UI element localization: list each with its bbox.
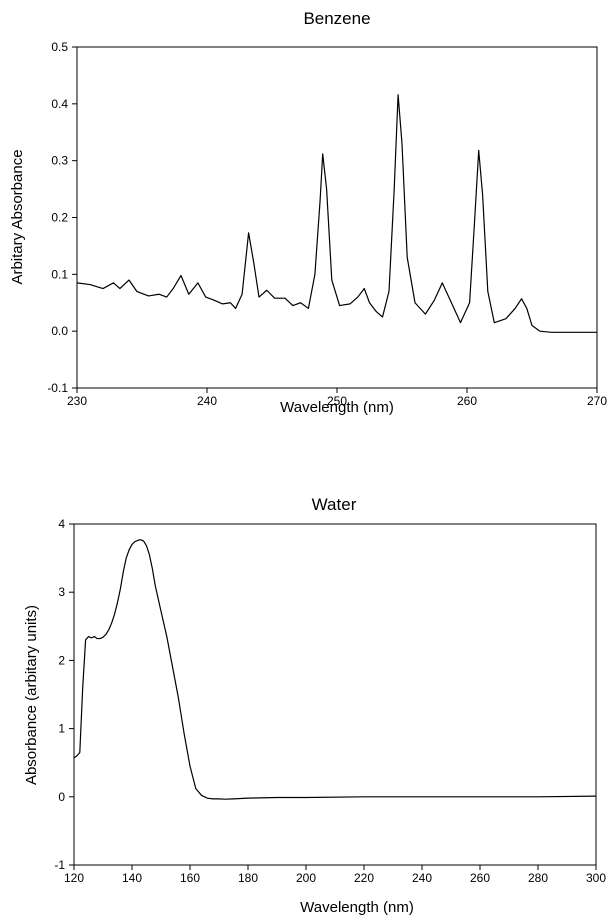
chart-water: Water Absorbance (arbitary units) Wavele…: [23, 495, 606, 916]
x-tick-label: 250: [327, 394, 347, 408]
y-tick-label: 0.4: [51, 97, 68, 111]
x-tick-label: 260: [457, 394, 477, 408]
y-tick-label: 4: [58, 517, 65, 531]
y-tick-label: 0.2: [51, 211, 68, 225]
y-tick-label: 0: [58, 790, 65, 804]
x-axis-label: Wavelength (nm): [300, 899, 414, 916]
x-tick-label: 240: [412, 871, 432, 885]
chart-title: Water: [312, 495, 357, 514]
y-tick-label: 0.3: [51, 154, 68, 168]
y-tick-label: 3: [58, 585, 65, 599]
x-tick-label: 240: [197, 394, 217, 408]
series-line-benzene: [76, 94, 597, 333]
x-tick-label: 220: [354, 871, 374, 885]
x-tick-label: 230: [67, 394, 87, 408]
x-tick-label: 120: [64, 871, 84, 885]
x-tick-label: 140: [122, 871, 142, 885]
y-tick-label: -0.1: [47, 381, 68, 395]
x-tick-label: 200: [296, 871, 316, 885]
y-tick-label: 0.0: [51, 324, 68, 338]
y-axis-label: Absorbance (arbitary units): [23, 605, 40, 785]
x-tick-label: 180: [238, 871, 258, 885]
x-tick-label: 300: [586, 871, 606, 885]
tick-group: 230 240 250 260 270 -0.1 0.0 0.1 0.2 0.3 0.4 0.5: [47, 40, 607, 408]
x-tick-label: 260: [470, 871, 490, 885]
y-tick-label: 0.1: [51, 267, 68, 281]
x-tick-label: 160: [180, 871, 200, 885]
y-tick-label: 1: [58, 722, 65, 736]
y-axis-label: Arbitary Absorbance: [9, 149, 26, 284]
tick-group: 120 140 160 180 200 220 240 260 280 300 -1 0 1 2 3 4: [54, 517, 606, 885]
y-tick-label: -1: [54, 858, 65, 872]
plot-frame: [73, 523, 597, 866]
x-axis-label: Wavelength (nm): [280, 399, 394, 416]
plot-frame: [76, 46, 598, 389]
y-tick-label: 2: [58, 653, 65, 667]
chart-title: Benzene: [303, 9, 370, 28]
series-line-water: [73, 539, 597, 800]
x-tick-label: 270: [587, 394, 607, 408]
chart-benzene: Benzene Arbitary Absorbance Wavelength (…: [9, 9, 607, 416]
y-tick-label: 0.5: [51, 40, 68, 54]
x-tick-label: 280: [528, 871, 548, 885]
